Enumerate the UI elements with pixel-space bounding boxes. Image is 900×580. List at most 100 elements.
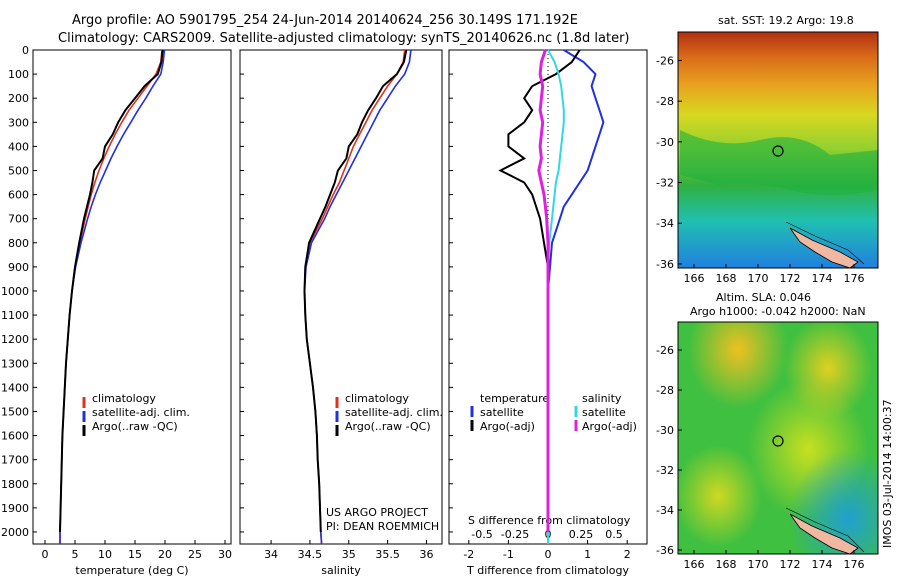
x-tick-label: 15 [128,548,142,561]
sst-map: sat. SST: 19.2 Argo: 19.8 166 168 170 172 17… [656,14,879,285]
imos-timestamp: IMOS 03-Jul-2014 14:00:37 [881,399,894,548]
map-x-tick-label: 174 [812,558,833,571]
map-x-tick-label: 172 [780,272,801,285]
pi-annotation: PI: DEAN ROEMMICH [326,520,439,533]
map-x-tick-label: 166 [684,558,705,571]
legend-s-argo: Argo(-adj) [582,420,637,433]
legend-salinity-heading: salinity [582,392,622,405]
diff-line-1 [498,49,581,532]
depth-tick-label: 600 [8,189,29,202]
sla-map-title1: Altim. SLA: 0.046 [716,291,811,304]
diff-line-2 [547,49,565,544]
depth-tick-label: 400 [8,140,29,153]
sst-argo-marker [772,145,784,157]
difference-legend: temperature satellite Argo(-adj) salinit… [468,392,637,527]
depth-tick-label: 900 [8,261,29,274]
figure-title-line1: Argo profile: AO 5901795_254 24-Jun-2014… [72,13,578,28]
diff-line-0 [547,49,605,544]
x-tick-label: -2 [463,548,474,561]
map-y-tick-label: -32 [656,177,674,190]
map-y-tick-label: -32 [656,464,674,477]
legend-argo: Argo(..raw -QC) [92,420,178,433]
x-axis-label: temperature (deg C) [75,564,188,577]
map-x-tick-label: 176 [844,272,865,285]
x-tick-label: -1 [503,548,514,561]
map-x-tick-label: 170 [748,272,769,285]
series-line-1-2 [303,49,408,533]
temperature-panel [32,49,232,545]
depth-tick-label: 800 [8,237,29,250]
depth-tick-label: 700 [8,213,29,226]
legend-satellite-s: satellite-adj. clim. [345,406,443,419]
map-x-tick-label: 168 [716,558,737,571]
series-line-0-2 [59,49,164,533]
x-tick-label: 30 [218,548,232,561]
series-line-1-0 [303,49,406,545]
x-tick-label: 10 [98,548,112,561]
x-tick-label: 2 [624,548,631,561]
sla-map-title2: Argo h1000: -0.042 h2000: NaN [690,305,866,318]
sla-map-ticks: 166 168 170 172 174 176 -26 -28 -30 -32 -34 -36 [656,344,864,571]
s-tick-label: -0.25 [501,528,529,541]
depth-tick-label: 0 [22,44,29,57]
sst-green-band [680,130,878,195]
depth-tick-label: 500 [8,164,29,177]
salinity-panel-frame [239,49,443,545]
map-x-tick-label: 174 [812,272,833,285]
s-tick-label: 0.5 [605,528,623,541]
x-tick-label: 20 [158,548,172,561]
s-tick-label: 0.25 [569,528,594,541]
map-y-tick-label: -36 [656,544,674,557]
legend-climatology: climatology [92,392,156,405]
figure-title-line2: Climatology: CARS2009. Satellite-adjuste… [58,31,630,46]
depth-tick-label: 1500 [1,405,29,418]
x-tick-label: 34 [264,548,278,561]
legend-argo-s: Argo(..raw -QC) [345,420,431,433]
map-y-tick-label: -30 [656,136,674,149]
map-x-tick-label: 172 [780,558,801,571]
depth-tick-label: 1100 [1,309,29,322]
depth-tick-label: 1700 [1,454,29,467]
depth-tick-label: 300 [8,116,29,129]
sst-map-frame [677,31,879,269]
legend-t-argo: Argo(-adj) [480,420,535,433]
temperature-panel-frame [32,49,232,545]
legend-s-satellite: satellite [582,406,626,419]
depth-tick-label: 100 [8,68,29,81]
x-tick-label: 25 [188,548,202,561]
x-tick-label: 35.5 [375,548,400,561]
diff-line-3 [537,49,550,532]
profile-series [59,49,605,545]
x-axis-label: salinity [321,564,361,577]
legend-t-satellite: satellite [480,406,524,419]
sst-map-ticks: 166 168 170 172 174 176 -26 -28 -30 -32 -34 -36 [656,54,864,285]
depth-tick-label: 1300 [1,357,29,370]
map-y-tick-label: -26 [656,344,674,357]
depth-tick-label: 1200 [1,333,29,346]
x-tick-label: 0 [42,548,49,561]
series-line-0-0 [59,49,163,544]
map-y-tick-label: -34 [656,504,674,517]
sst-coast-outline [785,221,865,265]
temperature-legend: climatology satellite-adj. clim. Argo(..… [82,392,190,436]
sla-map: Altim. SLA: 0.046 Argo h1000: -0.042 h20… [656,291,879,571]
map-y-tick-label: -28 [656,384,674,397]
series-line-0-1 [59,49,166,544]
project-annotation: US ARGO PROJECT [326,506,428,519]
sla-coast-outline [785,507,865,553]
legend-temperature-heading: temperature [480,392,549,405]
map-y-tick-label: -28 [656,95,674,108]
depth-axis: 0 100 200 300 400 500 600 700 800 900 1000 1100 1200… [1,44,453,539]
x-axis-label: T difference from climatology [466,564,629,577]
x-tick-label: 34.5 [298,548,323,561]
legend-climatology-s: climatology [345,392,409,405]
depth-tick-label: 1600 [1,430,29,443]
salinity-legend: climatology satellite-adj. clim. Argo(..… [326,392,443,533]
depth-tick-label: 1900 [1,502,29,515]
map-x-tick-label: 166 [684,272,705,285]
depth-tick-label: 2000 [1,526,29,539]
salinity-panel [239,49,443,545]
x-tick-label: 5 [72,548,79,561]
series-line-1-1 [303,49,412,545]
